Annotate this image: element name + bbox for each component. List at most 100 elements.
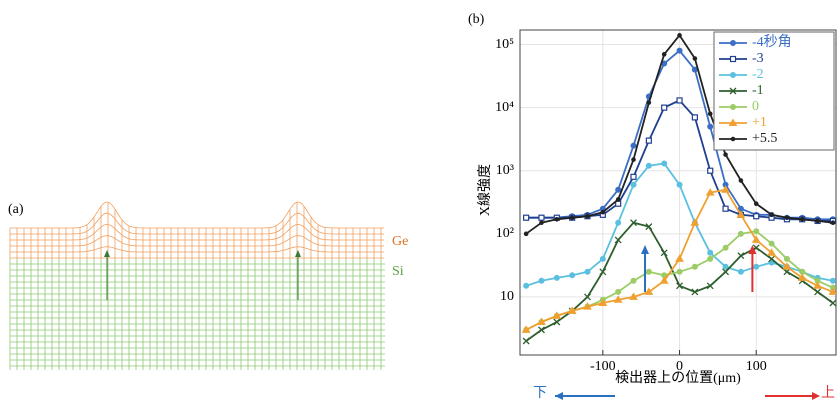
marker [769, 212, 774, 218]
marker [615, 186, 622, 193]
series-group [521, 33, 836, 345]
marker [539, 220, 544, 226]
marker [767, 248, 776, 256]
marker [523, 282, 530, 289]
y-tick-label: 10⁴ [495, 100, 514, 115]
marker [630, 219, 637, 227]
arrow-head [812, 392, 820, 400]
marker [553, 318, 561, 326]
legend-label: -3 [752, 51, 764, 66]
layer-label: Ge [392, 234, 408, 249]
marker [737, 230, 744, 237]
legend-marker [728, 118, 738, 126]
marker [768, 240, 775, 247]
legend-marker [730, 72, 736, 78]
marker [630, 181, 637, 188]
marker [813, 281, 822, 289]
marker [691, 263, 698, 270]
marker [615, 219, 622, 226]
y-tick-label: 10 [500, 289, 514, 304]
arrow-head [748, 245, 757, 254]
marker [661, 160, 668, 167]
marker [768, 255, 776, 263]
marker [707, 111, 713, 117]
legend-label: +5.5 [752, 131, 777, 146]
legend-marker [730, 40, 736, 46]
panel-label: (b) [468, 12, 485, 27]
marker [751, 235, 761, 243]
marker [677, 33, 682, 38]
panel-a [9, 201, 385, 370]
marker [784, 215, 790, 221]
y-tick-label: 10² [496, 226, 514, 241]
marker [707, 249, 714, 256]
y-tick-label: 10³ [496, 163, 514, 178]
y-tick-label: 10⁵ [495, 37, 514, 52]
mesh-line [10, 201, 384, 229]
arrow-head [641, 245, 650, 254]
marker [737, 252, 745, 260]
mesh-line [10, 235, 384, 247]
annotation: 下 [533, 386, 547, 401]
marker [538, 326, 545, 334]
marker [599, 255, 606, 262]
marker [737, 268, 744, 275]
marker [722, 205, 729, 212]
marker [676, 181, 683, 188]
marker [615, 197, 621, 202]
marker [629, 292, 638, 300]
marker [814, 288, 822, 296]
marker [660, 249, 668, 257]
marker [584, 293, 591, 301]
mesh-line [10, 246, 384, 253]
x-tick-label: -100 [590, 359, 616, 374]
marker [584, 268, 591, 275]
marker [768, 259, 775, 266]
marker [567, 306, 577, 314]
marker [645, 223, 653, 231]
legend-marker [730, 136, 736, 142]
marker [538, 214, 545, 221]
marker [614, 236, 622, 244]
marker [692, 56, 698, 61]
mesh-line [10, 223, 384, 241]
marker [631, 157, 636, 162]
marker [522, 337, 530, 345]
legend-label: -4秒角 [752, 34, 792, 50]
marker [598, 298, 608, 307]
marker [676, 268, 683, 275]
marker [553, 274, 560, 281]
marker [615, 288, 622, 295]
legend-marker [729, 55, 737, 63]
marker [645, 137, 652, 144]
marker [661, 52, 667, 57]
marker [690, 218, 700, 226]
marker [661, 104, 668, 111]
y-axis-label: X線強度 [477, 164, 493, 216]
marker [630, 277, 637, 284]
legend-label: -1 [752, 83, 764, 98]
marker [676, 282, 683, 290]
marker [797, 273, 807, 281]
marker [521, 325, 531, 333]
axes-frame [519, 29, 837, 356]
marker [705, 188, 715, 196]
marker [722, 263, 729, 270]
marker [707, 167, 714, 174]
marker [783, 255, 790, 262]
marker [721, 185, 730, 193]
marker [753, 201, 759, 207]
arrow-head [295, 250, 301, 257]
marker [691, 288, 699, 296]
marker [600, 209, 606, 215]
marker [828, 287, 836, 295]
marker [523, 214, 530, 221]
marker [523, 231, 529, 237]
marker [830, 220, 836, 226]
legend-marker [730, 104, 736, 110]
marker [552, 311, 562, 319]
marker [753, 263, 760, 270]
marker [815, 218, 820, 224]
